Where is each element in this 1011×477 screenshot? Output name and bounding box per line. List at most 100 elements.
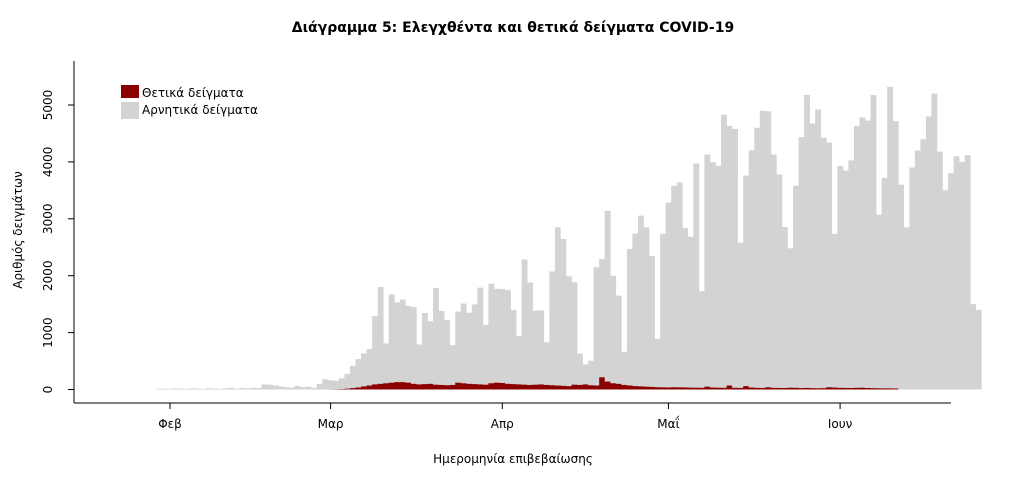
bar-negative	[876, 214, 882, 389]
bar-negative	[815, 109, 822, 389]
bar-positive	[665, 387, 672, 390]
x-tick-label: Φεβ	[158, 417, 182, 431]
bar-negative	[787, 248, 794, 388]
bar-positive	[682, 387, 689, 390]
bar-negative	[538, 310, 545, 385]
bar-positive	[626, 385, 633, 390]
bar-positive	[837, 387, 844, 390]
bar-positive	[361, 386, 367, 390]
bar-negative	[892, 121, 899, 389]
bar-negative	[327, 380, 334, 390]
bar-negative	[300, 387, 306, 390]
bar-negative	[161, 388, 168, 390]
bar-negative	[837, 165, 844, 388]
bar-negative	[865, 120, 871, 389]
bar-positive	[826, 387, 833, 390]
bar-positive	[405, 382, 412, 390]
bar-negative	[172, 388, 179, 390]
bar-positive	[876, 388, 882, 390]
bar-negative	[649, 256, 655, 387]
bar-negative	[887, 86, 894, 389]
bar-positive	[637, 386, 644, 390]
bar-negative	[205, 388, 212, 390]
x-axis-label: Ημερομηνία επιβεβαίωσης	[433, 452, 593, 466]
bar-negative	[366, 349, 373, 386]
bar-negative	[239, 388, 246, 390]
bar-negative	[377, 287, 384, 384]
bar-positive	[388, 382, 395, 390]
bar-negative	[942, 190, 949, 390]
bar-negative	[715, 165, 722, 388]
bar-positive	[848, 388, 855, 390]
bar-positive	[349, 388, 356, 390]
bar-positive	[427, 383, 434, 390]
y-tick-label: 3000	[41, 204, 55, 235]
bar-negative	[853, 126, 860, 388]
bar-positive	[471, 384, 478, 390]
bar-negative	[222, 388, 229, 390]
bar-positive	[410, 383, 417, 390]
bar-positive	[737, 387, 744, 390]
bar-negative	[433, 287, 439, 385]
bar-negative	[493, 288, 500, 383]
bar-negative	[665, 202, 672, 388]
bar-positive	[660, 387, 666, 390]
bar-positive	[820, 388, 827, 390]
bar-positive	[433, 384, 439, 390]
bar-negative	[416, 344, 423, 385]
bar-negative	[444, 319, 450, 386]
bar-negative	[156, 388, 162, 390]
bar-positive	[676, 387, 683, 390]
bar-negative	[781, 226, 788, 389]
bar-negative	[748, 150, 755, 388]
bar-positive	[809, 388, 816, 390]
bar-negative	[521, 259, 528, 385]
bar-negative	[427, 321, 434, 384]
bar-positive	[887, 388, 894, 390]
bar-positive	[549, 385, 556, 390]
bar-negative	[349, 365, 356, 389]
bar-negative	[355, 359, 362, 388]
bar-positive	[787, 387, 794, 390]
bar-negative	[682, 228, 689, 388]
y-tick-label: 0	[41, 386, 55, 394]
bar-negative	[903, 227, 910, 390]
bar-positive	[588, 385, 594, 390]
bar-negative	[477, 287, 484, 385]
bar-positive	[865, 388, 871, 390]
bar-negative	[842, 170, 849, 388]
bar-negative	[178, 388, 185, 390]
bar-positive	[543, 384, 550, 390]
bar-negative	[809, 123, 816, 389]
bar-negative	[277, 386, 284, 390]
bar-negative	[449, 345, 456, 385]
x-tick-label: Ιουν	[828, 417, 853, 431]
legend-swatch-negative	[121, 102, 139, 119]
legend-label-negative: Αρνητικά δείγματα	[142, 103, 258, 117]
bar-negative	[183, 388, 190, 390]
bar-positive	[383, 383, 390, 390]
bar-positive	[521, 384, 528, 390]
bar-positive	[815, 388, 822, 390]
bar-positive	[726, 385, 733, 390]
bar-negative	[228, 387, 234, 390]
bar-negative	[964, 155, 971, 390]
bar-negative	[338, 378, 345, 390]
bar-negative	[660, 233, 666, 388]
bar-positive	[859, 387, 866, 390]
bar-positive	[560, 385, 567, 390]
bar-positive	[615, 383, 622, 390]
bar-negative	[920, 139, 927, 390]
legend: Θετικά δείγματα Αρνητικά δείγματα	[121, 85, 258, 119]
bar-negative	[848, 160, 855, 389]
bar-negative	[765, 111, 772, 388]
bar-positive	[754, 387, 761, 390]
bar-positive	[743, 386, 750, 390]
bar-positive	[460, 383, 467, 390]
bar-positive	[554, 385, 561, 390]
bar-negative	[626, 248, 633, 386]
bar-negative	[316, 383, 323, 390]
y-axis-label: Αριθμός δειγμάτων	[11, 171, 25, 289]
y-tick-label: 2000	[41, 260, 55, 291]
bar-negative	[759, 110, 766, 388]
